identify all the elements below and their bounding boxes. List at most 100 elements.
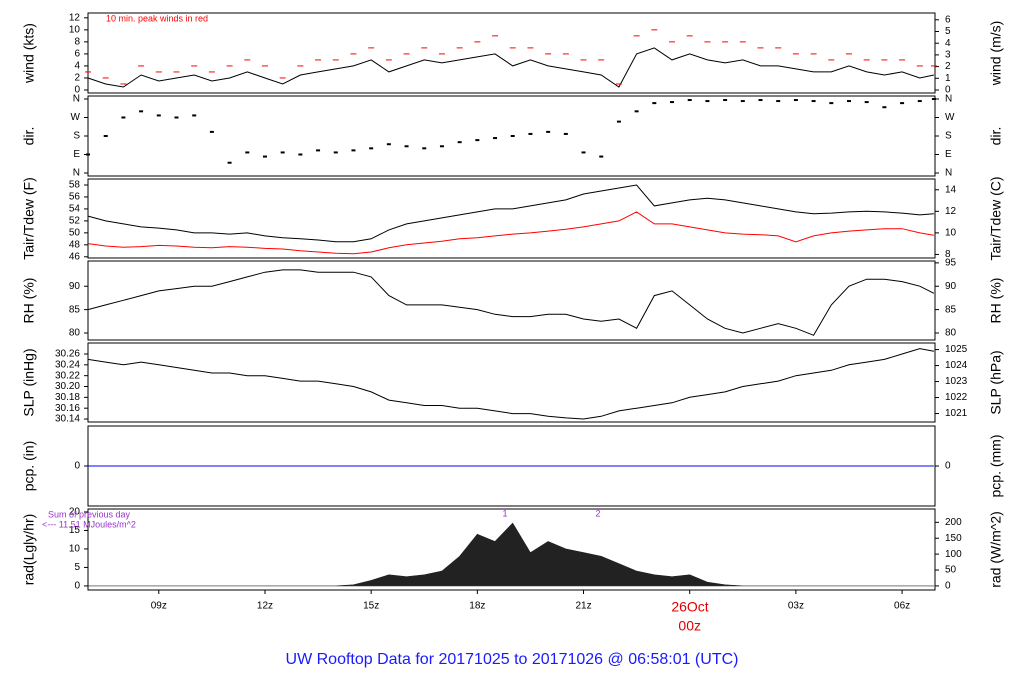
y2-tick-label: 8 bbox=[945, 249, 951, 260]
y-tick-label: 85 bbox=[69, 304, 81, 315]
y-tick-label: 0 bbox=[74, 581, 80, 592]
point bbox=[599, 155, 604, 158]
y-tick-label: 30.26 bbox=[55, 349, 80, 360]
y2-axis-label: dir. bbox=[988, 127, 1004, 146]
y2-axis-label: pcp. (mm) bbox=[988, 435, 1004, 498]
panel-frame bbox=[87, 508, 936, 591]
point bbox=[227, 161, 232, 164]
point bbox=[864, 101, 869, 104]
x-tick-label: 09z bbox=[151, 601, 167, 612]
y-tick-label: 30.24 bbox=[55, 359, 80, 370]
annotation: <--- 11.51 MJoules/m^2 bbox=[42, 519, 136, 529]
point bbox=[404, 145, 409, 148]
y-tick-label: 58 bbox=[69, 180, 81, 191]
point bbox=[634, 110, 639, 113]
area bbox=[88, 522, 934, 587]
y2-axis-label: wind (m/s) bbox=[988, 21, 1004, 87]
point bbox=[86, 153, 90, 156]
panel-frame bbox=[87, 260, 936, 341]
y-tick-label: 80 bbox=[69, 328, 81, 339]
y-tick-label: 4 bbox=[74, 61, 80, 72]
point bbox=[581, 151, 586, 154]
point bbox=[262, 155, 267, 158]
y-tick-label: 20 bbox=[69, 507, 81, 518]
point bbox=[917, 100, 922, 103]
y2-tick-label: 5 bbox=[945, 26, 951, 37]
point bbox=[740, 100, 745, 103]
y-axis-label: wind (kts) bbox=[21, 23, 37, 84]
y2-tick-label: W bbox=[945, 112, 955, 123]
y-tick-label: 30.14 bbox=[55, 414, 80, 425]
y2-tick-label: 1025 bbox=[945, 344, 968, 355]
y-tick-label: 10 bbox=[69, 24, 81, 35]
y-tick-label: 54 bbox=[69, 204, 81, 215]
y2-tick-label: E bbox=[945, 149, 952, 160]
y-axis-label: RH (%) bbox=[21, 278, 37, 324]
line bbox=[87, 184, 934, 243]
y-tick-label: 30.22 bbox=[55, 370, 80, 381]
y-tick-label: 8 bbox=[74, 37, 80, 48]
y2-tick-label: 1022 bbox=[945, 392, 968, 403]
y2-tick-label: 80 bbox=[945, 328, 957, 339]
x-tick-label: 00z bbox=[678, 618, 701, 634]
y2-tick-label: 1023 bbox=[945, 376, 968, 387]
point bbox=[174, 116, 179, 119]
x-tick-label: 03z bbox=[788, 601, 804, 612]
y2-tick-label: 3 bbox=[945, 50, 951, 61]
x-tick-label: 21z bbox=[575, 601, 591, 612]
y2-tick-label: 200 bbox=[945, 517, 962, 528]
point bbox=[103, 135, 108, 137]
point bbox=[316, 149, 321, 152]
y2-axis-label: SLP (hPa) bbox=[988, 350, 1004, 414]
point bbox=[723, 99, 728, 102]
panel-frame bbox=[87, 178, 936, 259]
point bbox=[776, 100, 781, 103]
point bbox=[546, 130, 551, 133]
y2-tick-label: 85 bbox=[945, 304, 957, 315]
y-tick-label: 0 bbox=[74, 461, 80, 472]
x-tick-label: 15z bbox=[363, 601, 379, 612]
y2-axis-label: Tair/Tdew (C) bbox=[988, 176, 1004, 260]
point bbox=[121, 116, 126, 119]
y2-tick-label: 95 bbox=[945, 258, 957, 269]
point bbox=[829, 102, 834, 105]
y-tick-label: 52 bbox=[69, 216, 81, 227]
y2-axis-label: rad (W/m^2) bbox=[988, 511, 1004, 588]
point bbox=[687, 99, 692, 102]
point bbox=[705, 100, 710, 103]
point bbox=[386, 143, 391, 146]
y-tick-label: 15 bbox=[69, 525, 81, 536]
y-tick-label: 48 bbox=[69, 239, 81, 250]
point bbox=[209, 130, 214, 133]
point bbox=[811, 100, 816, 103]
point bbox=[475, 139, 480, 142]
point bbox=[846, 100, 851, 103]
y2-tick-label: 1 bbox=[945, 73, 951, 84]
point bbox=[793, 99, 798, 102]
y2-tick-label: 0 bbox=[945, 85, 951, 96]
point bbox=[439, 145, 444, 148]
y2-tick-label: 4 bbox=[945, 38, 951, 49]
y2-tick-label: 6 bbox=[945, 14, 951, 25]
annotation: 2 bbox=[595, 508, 600, 518]
line bbox=[87, 269, 935, 336]
point bbox=[192, 114, 197, 117]
y2-tick-label: S bbox=[945, 131, 952, 142]
y-tick-label: 10 bbox=[69, 544, 81, 555]
y-tick-label: 56 bbox=[69, 192, 81, 203]
y-axis-label: SLP (inHg) bbox=[21, 348, 37, 416]
y2-tick-label: 2 bbox=[945, 61, 951, 72]
y-tick-label: 90 bbox=[69, 281, 81, 292]
y2-tick-label: 100 bbox=[945, 549, 962, 560]
y-axis-label: rad(Lgly/hr) bbox=[21, 514, 37, 586]
point bbox=[563, 132, 568, 135]
y-tick-label: N bbox=[73, 168, 80, 179]
panel-frame bbox=[87, 342, 936, 423]
point bbox=[280, 151, 285, 154]
y-tick-label: 50 bbox=[69, 228, 81, 239]
y-tick-label: S bbox=[73, 131, 80, 142]
y2-tick-label: 12 bbox=[945, 206, 957, 217]
point bbox=[245, 151, 250, 154]
point bbox=[652, 102, 657, 105]
